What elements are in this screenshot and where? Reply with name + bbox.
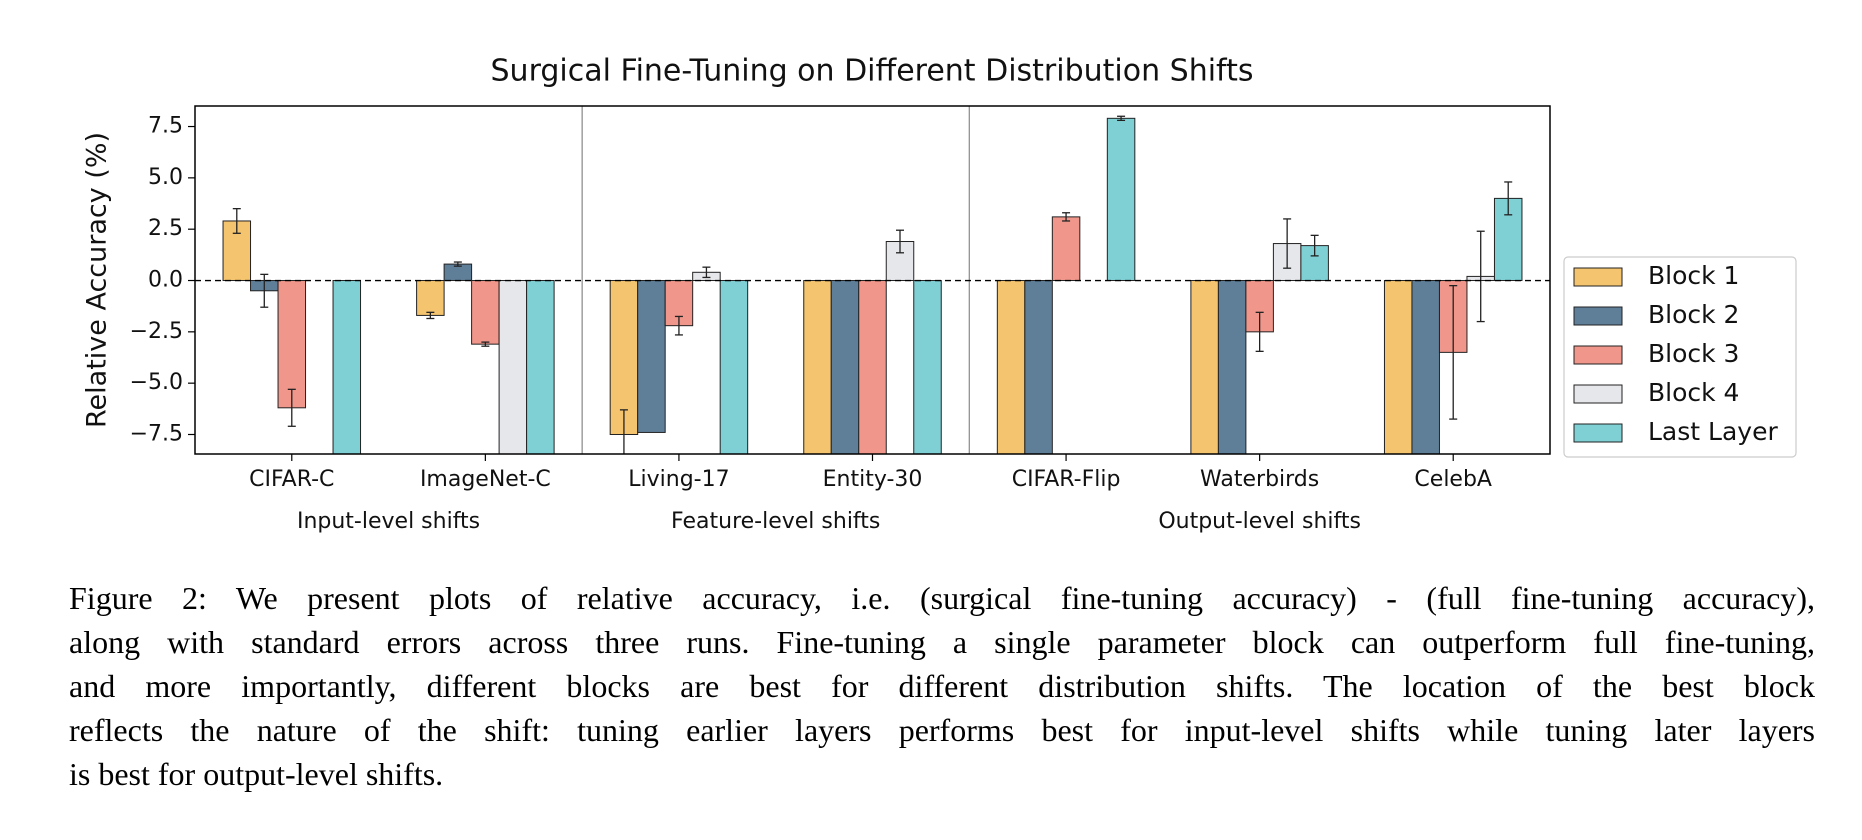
caption-line: and more importantly, different blocks a… [69, 668, 1815, 704]
caption: Figure 2: We present plots of relative a… [69, 576, 1815, 796]
caption-line: along with standard errors across three … [69, 624, 1815, 660]
bar [277, 280, 307, 409]
y-tick-label: 5.0 [148, 165, 183, 190]
y-tick-label: 0.0 [148, 268, 183, 293]
bar [1024, 280, 1053, 454]
x-tick-label: CIFAR-Flip [1012, 467, 1121, 492]
legend-label: Block 4 [1648, 378, 1739, 407]
bar [1383, 280, 1413, 454]
bar [637, 280, 666, 433]
legend-label: Block 1 [1648, 261, 1739, 290]
group-label: Output-level shifts [1158, 509, 1361, 534]
bar [1106, 117, 1136, 282]
bar [1190, 280, 1219, 454]
bar [858, 280, 887, 454]
legend-swatch [1573, 345, 1623, 365]
group-label: Feature-level shifts [671, 509, 880, 534]
y-tick-label: −5.0 [130, 370, 183, 395]
legend-label: Block 2 [1648, 300, 1739, 329]
bar [996, 280, 1026, 454]
x-tick-label: Living-17 [628, 467, 729, 492]
y-tick-label: 2.5 [148, 216, 183, 241]
caption-line: is best for output-level shifts. [69, 756, 444, 792]
y-tick-label: −7.5 [130, 421, 183, 446]
chart: Surgical Fine-Tuning on Different Distri… [82, 54, 1797, 534]
y-tick-label: −2.5 [130, 319, 183, 344]
x-tick-label: CIFAR-C [249, 467, 334, 492]
chart-title: Surgical Fine-Tuning on Different Distri… [491, 54, 1254, 89]
bar [332, 280, 362, 454]
caption-line: Figure 2: We present plots of relative a… [69, 580, 1815, 616]
bar [830, 280, 860, 454]
legend-label: Last Layer [1648, 417, 1778, 446]
x-tick-label: ImageNet-C [420, 467, 551, 492]
bar [471, 280, 500, 345]
bar [913, 280, 942, 454]
x-tick-label: Waterbirds [1200, 467, 1319, 492]
plot-area [195, 106, 1550, 454]
bar [1051, 216, 1081, 282]
x-tick-label: Entity-30 [823, 467, 923, 492]
legend-swatch [1573, 306, 1623, 326]
bar [719, 280, 749, 454]
legend-swatch [1573, 384, 1623, 404]
group-label: Input-level shifts [297, 509, 480, 534]
bar [526, 280, 555, 454]
y-axis-label: Relative Accuracy (%) [82, 132, 113, 428]
legend-swatch [1573, 267, 1623, 287]
caption-line: reflects the nature of the shift: tuning… [69, 712, 1815, 748]
y-tick-label: 7.5 [148, 114, 183, 139]
bar [803, 280, 832, 454]
bar [609, 280, 639, 435]
legend-label: Block 3 [1648, 339, 1739, 368]
bar [1411, 280, 1440, 454]
bar [416, 280, 445, 316]
bar [1217, 280, 1247, 454]
x-tick-label: CelebA [1414, 467, 1492, 492]
bar [664, 280, 694, 327]
bar [498, 280, 528, 454]
legend-swatch [1573, 423, 1623, 443]
